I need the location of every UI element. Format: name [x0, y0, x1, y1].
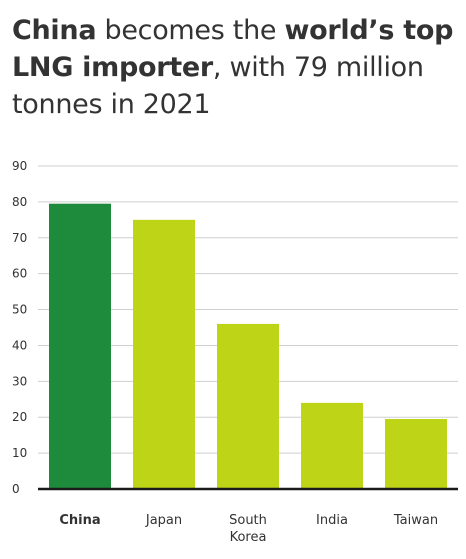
bar	[385, 419, 447, 489]
y-tick-label: 50	[12, 303, 27, 317]
y-tick-label: 20	[12, 410, 27, 424]
title-text-1: becomes the	[96, 15, 285, 46]
bar	[133, 219, 195, 490]
x-tick-label: Taiwan	[393, 513, 438, 528]
bar	[49, 203, 111, 489]
x-tick-label: Korea	[230, 530, 267, 545]
y-tick-label: 70	[12, 231, 27, 245]
y-tick-label: 0	[12, 482, 20, 496]
bar	[217, 323, 279, 489]
x-tick-label: China	[59, 513, 100, 528]
x-tick-label: South	[229, 513, 267, 528]
y-tick-label: 10	[12, 446, 27, 460]
bar	[301, 402, 363, 489]
y-tick-label: 90	[12, 159, 27, 173]
title-text-2: , with 79 million tonnes in 2021	[12, 52, 424, 120]
y-tick-label: 80	[12, 195, 27, 209]
y-tick-label: 40	[12, 338, 27, 352]
y-tick-label: 60	[12, 267, 27, 281]
y-tick-label: 30	[12, 374, 27, 388]
x-tick-label: Japan	[145, 513, 182, 528]
title-highlight-country: China	[12, 15, 97, 46]
x-tick-label: India	[316, 513, 348, 528]
chart-title: China becomes the world’s top LNG import…	[12, 12, 462, 123]
title-highlight-rank: world’s top LNG importer	[12, 15, 454, 83]
